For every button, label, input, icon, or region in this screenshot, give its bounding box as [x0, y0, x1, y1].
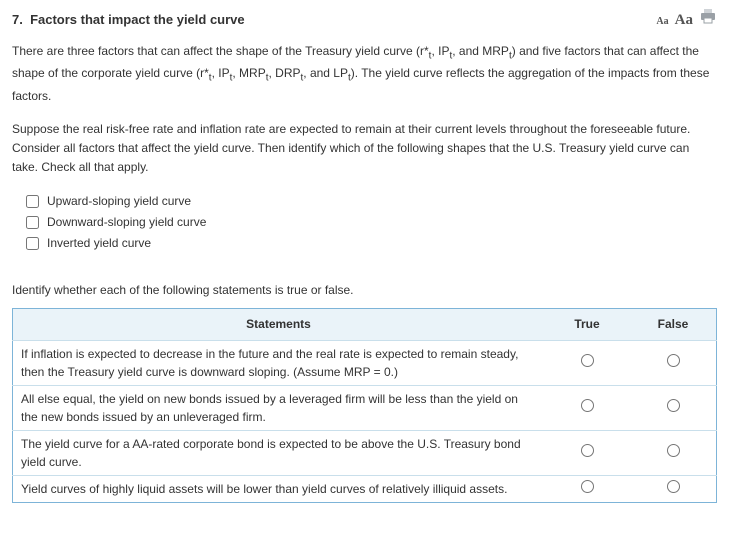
statement-cell: If inflation is expected to decrease in …	[13, 341, 545, 386]
statement-cell: Yield curves of highly liquid assets wil…	[13, 476, 545, 503]
tf-prompt: Identify whether each of the following s…	[12, 281, 717, 300]
check-label: Upward-sloping yield curve	[47, 192, 191, 211]
radio-true[interactable]	[581, 480, 594, 493]
toolbar: Aa Aa	[656, 8, 717, 32]
checkbox-upward[interactable]	[26, 195, 39, 208]
check-option: Upward-sloping yield curve	[26, 192, 717, 211]
question-header: 7. Factors that impact the yield curve A…	[12, 8, 717, 36]
radio-false[interactable]	[667, 444, 680, 457]
check-option: Inverted yield curve	[26, 234, 717, 253]
checkbox-inverted[interactable]	[26, 237, 39, 250]
question-title: 7. Factors that impact the yield curve	[12, 10, 245, 31]
statement-cell: The yield curve for a AA-rated corporate…	[13, 431, 545, 476]
statement-cell: All else equal, the yield on new bonds i…	[13, 386, 545, 431]
radio-false[interactable]	[667, 399, 680, 412]
shape-checklist: Upward-sloping yield curve Downward-slop…	[26, 192, 717, 254]
question-title-text: Factors that impact the yield curve	[30, 12, 245, 27]
check-label: Downward-sloping yield curve	[47, 213, 206, 232]
font-increase-button[interactable]: Aa	[675, 8, 693, 32]
col-header-true: True	[544, 309, 630, 341]
radio-true[interactable]	[581, 399, 594, 412]
print-icon[interactable]	[699, 8, 717, 24]
question-number: 7.	[12, 12, 23, 27]
table-row: If inflation is expected to decrease in …	[13, 341, 717, 386]
true-false-table: Statements True False If inflation is ex…	[12, 308, 717, 503]
font-decrease-button[interactable]: Aa	[656, 14, 668, 30]
check-label: Inverted yield curve	[47, 234, 151, 253]
check-option: Downward-sloping yield curve	[26, 213, 717, 232]
col-header-statements: Statements	[13, 309, 545, 341]
table-row: Yield curves of highly liquid assets wil…	[13, 476, 717, 503]
radio-false[interactable]	[667, 480, 680, 493]
checkbox-downward[interactable]	[26, 216, 39, 229]
radio-true[interactable]	[581, 354, 594, 367]
intro-paragraph: There are three factors that can affect …	[12, 42, 717, 106]
radio-false[interactable]	[667, 354, 680, 367]
col-header-false: False	[630, 309, 717, 341]
radio-true[interactable]	[581, 444, 594, 457]
scenario-paragraph: Suppose the real risk-free rate and infl…	[12, 120, 717, 178]
table-row: The yield curve for a AA-rated corporate…	[13, 431, 717, 476]
table-row: All else equal, the yield on new bonds i…	[13, 386, 717, 431]
